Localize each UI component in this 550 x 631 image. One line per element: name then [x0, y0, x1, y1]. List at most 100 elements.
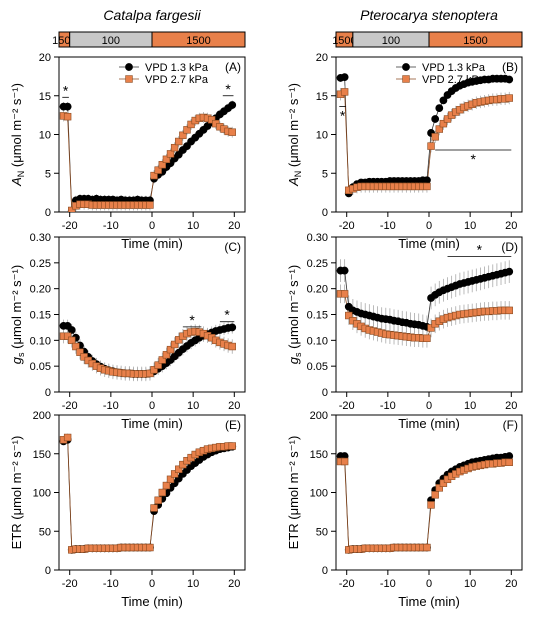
panel-f: 0 50 100 150 200 -20 -10 0 10 20 ETR (μmol m⁻² s⁻¹… — [286, 410, 523, 609]
light-bar-label: 100 — [382, 35, 400, 47]
plot-area — [336, 452, 514, 554]
x-tick-label: 10 — [464, 220, 476, 232]
data-point-circle — [435, 104, 444, 113]
data-point-square — [158, 488, 166, 497]
data-point-square — [166, 150, 175, 158]
x-tick-label: -10 — [103, 220, 119, 232]
significance-star: * — [340, 108, 346, 124]
x-tick-label: 20 — [505, 578, 517, 590]
data-point-square — [162, 481, 171, 490]
data-point-square — [505, 94, 513, 102]
y-tick-label: 50 — [316, 526, 328, 538]
data-point-square — [207, 116, 216, 124]
panel-label: (A) — [225, 60, 241, 74]
data-point-square — [170, 470, 179, 478]
y-tick-label: 150 — [33, 449, 51, 461]
panel-label: (F) — [503, 418, 518, 432]
x-tick-label: 0 — [149, 578, 155, 590]
data-point-circle — [228, 101, 237, 109]
data-point-square — [228, 128, 236, 136]
legend-label: VPD 2.7 kPa — [145, 74, 209, 86]
legend-label: VPD 1.3 kPa — [145, 62, 209, 74]
plot-area — [336, 73, 514, 198]
light-bar-segment — [151, 31, 246, 48]
x-tick-label: 10 — [464, 578, 476, 590]
data-point-circle — [505, 267, 514, 276]
data-point-square — [63, 433, 72, 442]
data-point-square — [443, 115, 452, 123]
y-tick-label: 0.15 — [30, 310, 51, 322]
y-tick-label: 0 — [322, 565, 328, 577]
data-point-square — [228, 442, 236, 450]
data-point-circle — [505, 75, 514, 84]
x-tick-label: -20 — [339, 400, 355, 412]
x-tick-label: -20 — [62, 220, 78, 232]
x-tick-label: -20 — [62, 400, 78, 412]
data-point-square — [439, 479, 448, 487]
data-point-square — [158, 161, 166, 169]
data-point-square — [72, 342, 80, 351]
x-axis-label: Time (min) — [398, 594, 460, 609]
x-tick-label: 0 — [426, 400, 432, 412]
series-line — [340, 455, 510, 551]
data-point-square — [175, 137, 183, 146]
data-point-square — [435, 484, 443, 492]
data-point-square — [427, 501, 435, 509]
significance-star: * — [189, 312, 195, 328]
data-point-square — [183, 126, 191, 134]
y-tick-label: 10 — [39, 130, 51, 142]
data-point-square — [402, 75, 410, 83]
light-bar-label: 1500 — [332, 35, 356, 47]
data-point-square — [162, 155, 171, 163]
y-tick-label: 0.05 — [30, 361, 51, 373]
data-point-square — [439, 119, 448, 128]
significance-star: * — [471, 151, 477, 167]
data-point-circle — [402, 63, 410, 71]
data-point-square — [427, 324, 435, 332]
x-tick-label: 0 — [426, 220, 432, 232]
panel-label: (D) — [501, 240, 518, 254]
x-axis-label: Time (min) — [398, 416, 460, 431]
significance-star: * — [224, 307, 230, 323]
data-point-square — [423, 543, 431, 552]
x-tick-label: 0 — [149, 220, 155, 232]
y-tick-label: 15 — [39, 91, 51, 103]
y-axis-label: ETR (μmol m⁻² s⁻¹) — [286, 436, 301, 550]
y-tick-label: 0.10 — [307, 335, 328, 347]
data-point-square — [505, 306, 513, 315]
x-axis-label: Time (min) — [398, 236, 460, 251]
data-point-square — [76, 348, 84, 356]
y-tick-label: 0 — [322, 207, 328, 219]
plot-area — [336, 259, 514, 348]
y-tick-label: 20 — [39, 52, 51, 64]
plot-area — [59, 100, 237, 212]
y-tick-label: 200 — [33, 410, 51, 422]
y-tick-label: 5 — [322, 168, 328, 180]
x-tick-label: -10 — [103, 400, 119, 412]
series-line — [340, 76, 510, 195]
data-point-square — [423, 182, 431, 191]
y-tick-label: 0.15 — [307, 310, 328, 322]
y-tick-label: 20 — [316, 52, 328, 64]
data-point-square — [162, 351, 171, 359]
data-point-square — [340, 457, 349, 466]
species-title: Pterocarya stenoptera — [360, 7, 498, 23]
data-point-square — [179, 460, 187, 469]
data-point-square — [340, 88, 349, 96]
x-tick-label: 10 — [464, 400, 476, 412]
data-point-circle — [63, 102, 72, 111]
panel-label: (B) — [502, 60, 518, 74]
data-point-circle — [439, 96, 448, 105]
data-point-square — [154, 361, 162, 369]
x-tick-label: 0 — [149, 400, 155, 412]
y-tick-label: 0.25 — [30, 258, 51, 270]
data-point-square — [170, 340, 179, 349]
data-point-square — [345, 311, 353, 320]
data-point-square — [158, 356, 166, 364]
data-point-square — [150, 171, 158, 180]
significance-star: * — [477, 242, 483, 258]
data-point-circle — [340, 266, 349, 275]
data-point-circle — [340, 73, 349, 82]
x-axis-label: Time (min) — [121, 594, 183, 609]
